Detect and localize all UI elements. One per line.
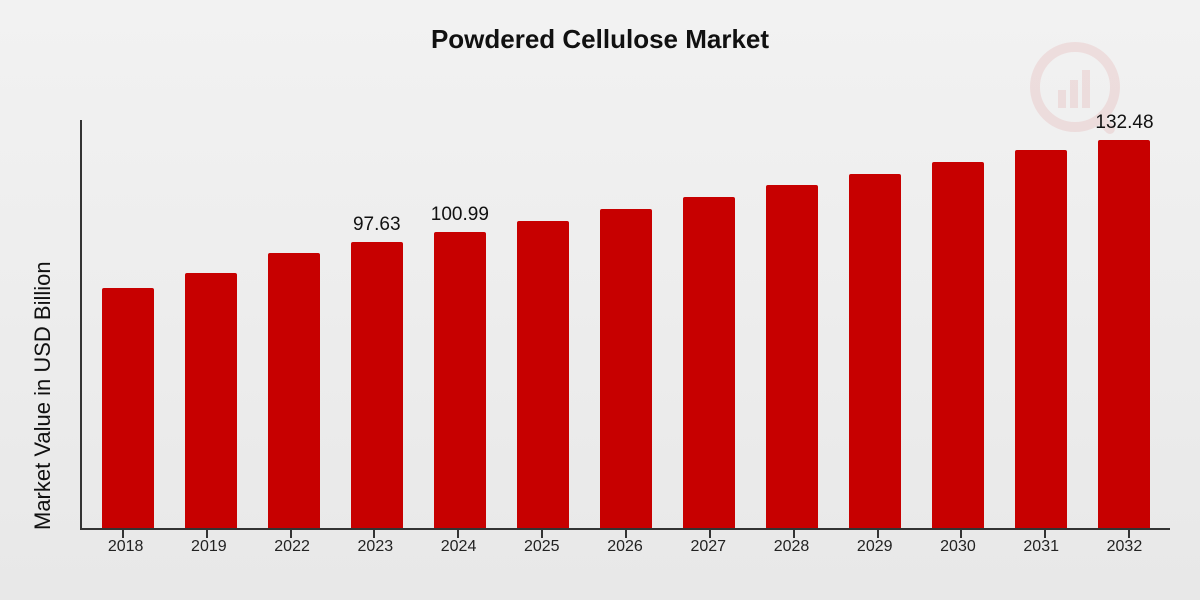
bar-slot <box>169 120 252 528</box>
x-axis-tick <box>877 530 879 538</box>
x-axis-label: 2019 <box>167 538 250 556</box>
plot-area: 97.63 100.99 132.48 <box>80 120 1170 530</box>
bar-slot <box>1000 120 1083 528</box>
bar-slot: 100.99 <box>418 120 501 528</box>
bar-slot <box>917 120 1000 528</box>
bar <box>268 253 320 528</box>
x-axis-label: 2028 <box>750 538 833 556</box>
chart-title: Powdered Cellulose Market <box>0 24 1200 55</box>
x-axis-label: 2025 <box>500 538 583 556</box>
x-axis-label: 2022 <box>250 538 333 556</box>
x-axis-tick <box>541 530 543 538</box>
x-axis-label: 2032 <box>1083 538 1166 556</box>
x-axis-label: 2024 <box>417 538 500 556</box>
bar-slot: 97.63 <box>335 120 418 528</box>
bar <box>766 185 818 528</box>
x-axis-tick <box>122 530 124 538</box>
bar-value-label: 132.48 <box>1095 112 1153 134</box>
bar-slot <box>86 120 169 528</box>
x-axis-label: 2018 <box>84 538 167 556</box>
bar <box>185 273 237 528</box>
bar <box>102 288 154 528</box>
bar <box>1098 140 1150 528</box>
bars-container: 97.63 100.99 132.48 <box>82 120 1170 528</box>
x-axis-tick <box>373 530 375 538</box>
bar-value-label: 100.99 <box>431 204 489 226</box>
y-axis-label: Market Value in USD Billion <box>30 120 56 530</box>
bar-slot <box>668 120 751 528</box>
bar <box>517 221 569 529</box>
x-axis-label: 2026 <box>583 538 666 556</box>
x-axis-tick <box>206 530 208 538</box>
bar <box>849 174 901 528</box>
x-axis-labels: 2018201920222023202420252026202720282029… <box>80 538 1170 556</box>
bar <box>932 162 984 528</box>
x-axis-tick <box>290 530 292 538</box>
x-axis-label: 2029 <box>833 538 916 556</box>
bar-slot <box>501 120 584 528</box>
x-axis-tick <box>457 530 459 538</box>
x-axis-tick <box>709 530 711 538</box>
bar-slot <box>751 120 834 528</box>
x-axis-label: 2031 <box>1000 538 1083 556</box>
bar <box>1015 150 1067 528</box>
x-axis-label: 2030 <box>916 538 999 556</box>
x-axis-label: 2023 <box>334 538 417 556</box>
bar <box>683 197 735 528</box>
x-axis-tick <box>793 530 795 538</box>
bar <box>351 242 403 528</box>
bar-slot <box>584 120 667 528</box>
x-axis-tick <box>625 530 627 538</box>
bar <box>600 209 652 528</box>
x-axis-tick <box>960 530 962 538</box>
bar <box>434 232 486 528</box>
x-axis-label: 2027 <box>667 538 750 556</box>
bar-value-label: 97.63 <box>353 214 401 236</box>
x-axis-tick <box>1044 530 1046 538</box>
bar-slot <box>252 120 335 528</box>
bar-slot: 132.48 <box>1083 120 1166 528</box>
x-axis-tick <box>1128 530 1130 538</box>
bar-slot <box>834 120 917 528</box>
